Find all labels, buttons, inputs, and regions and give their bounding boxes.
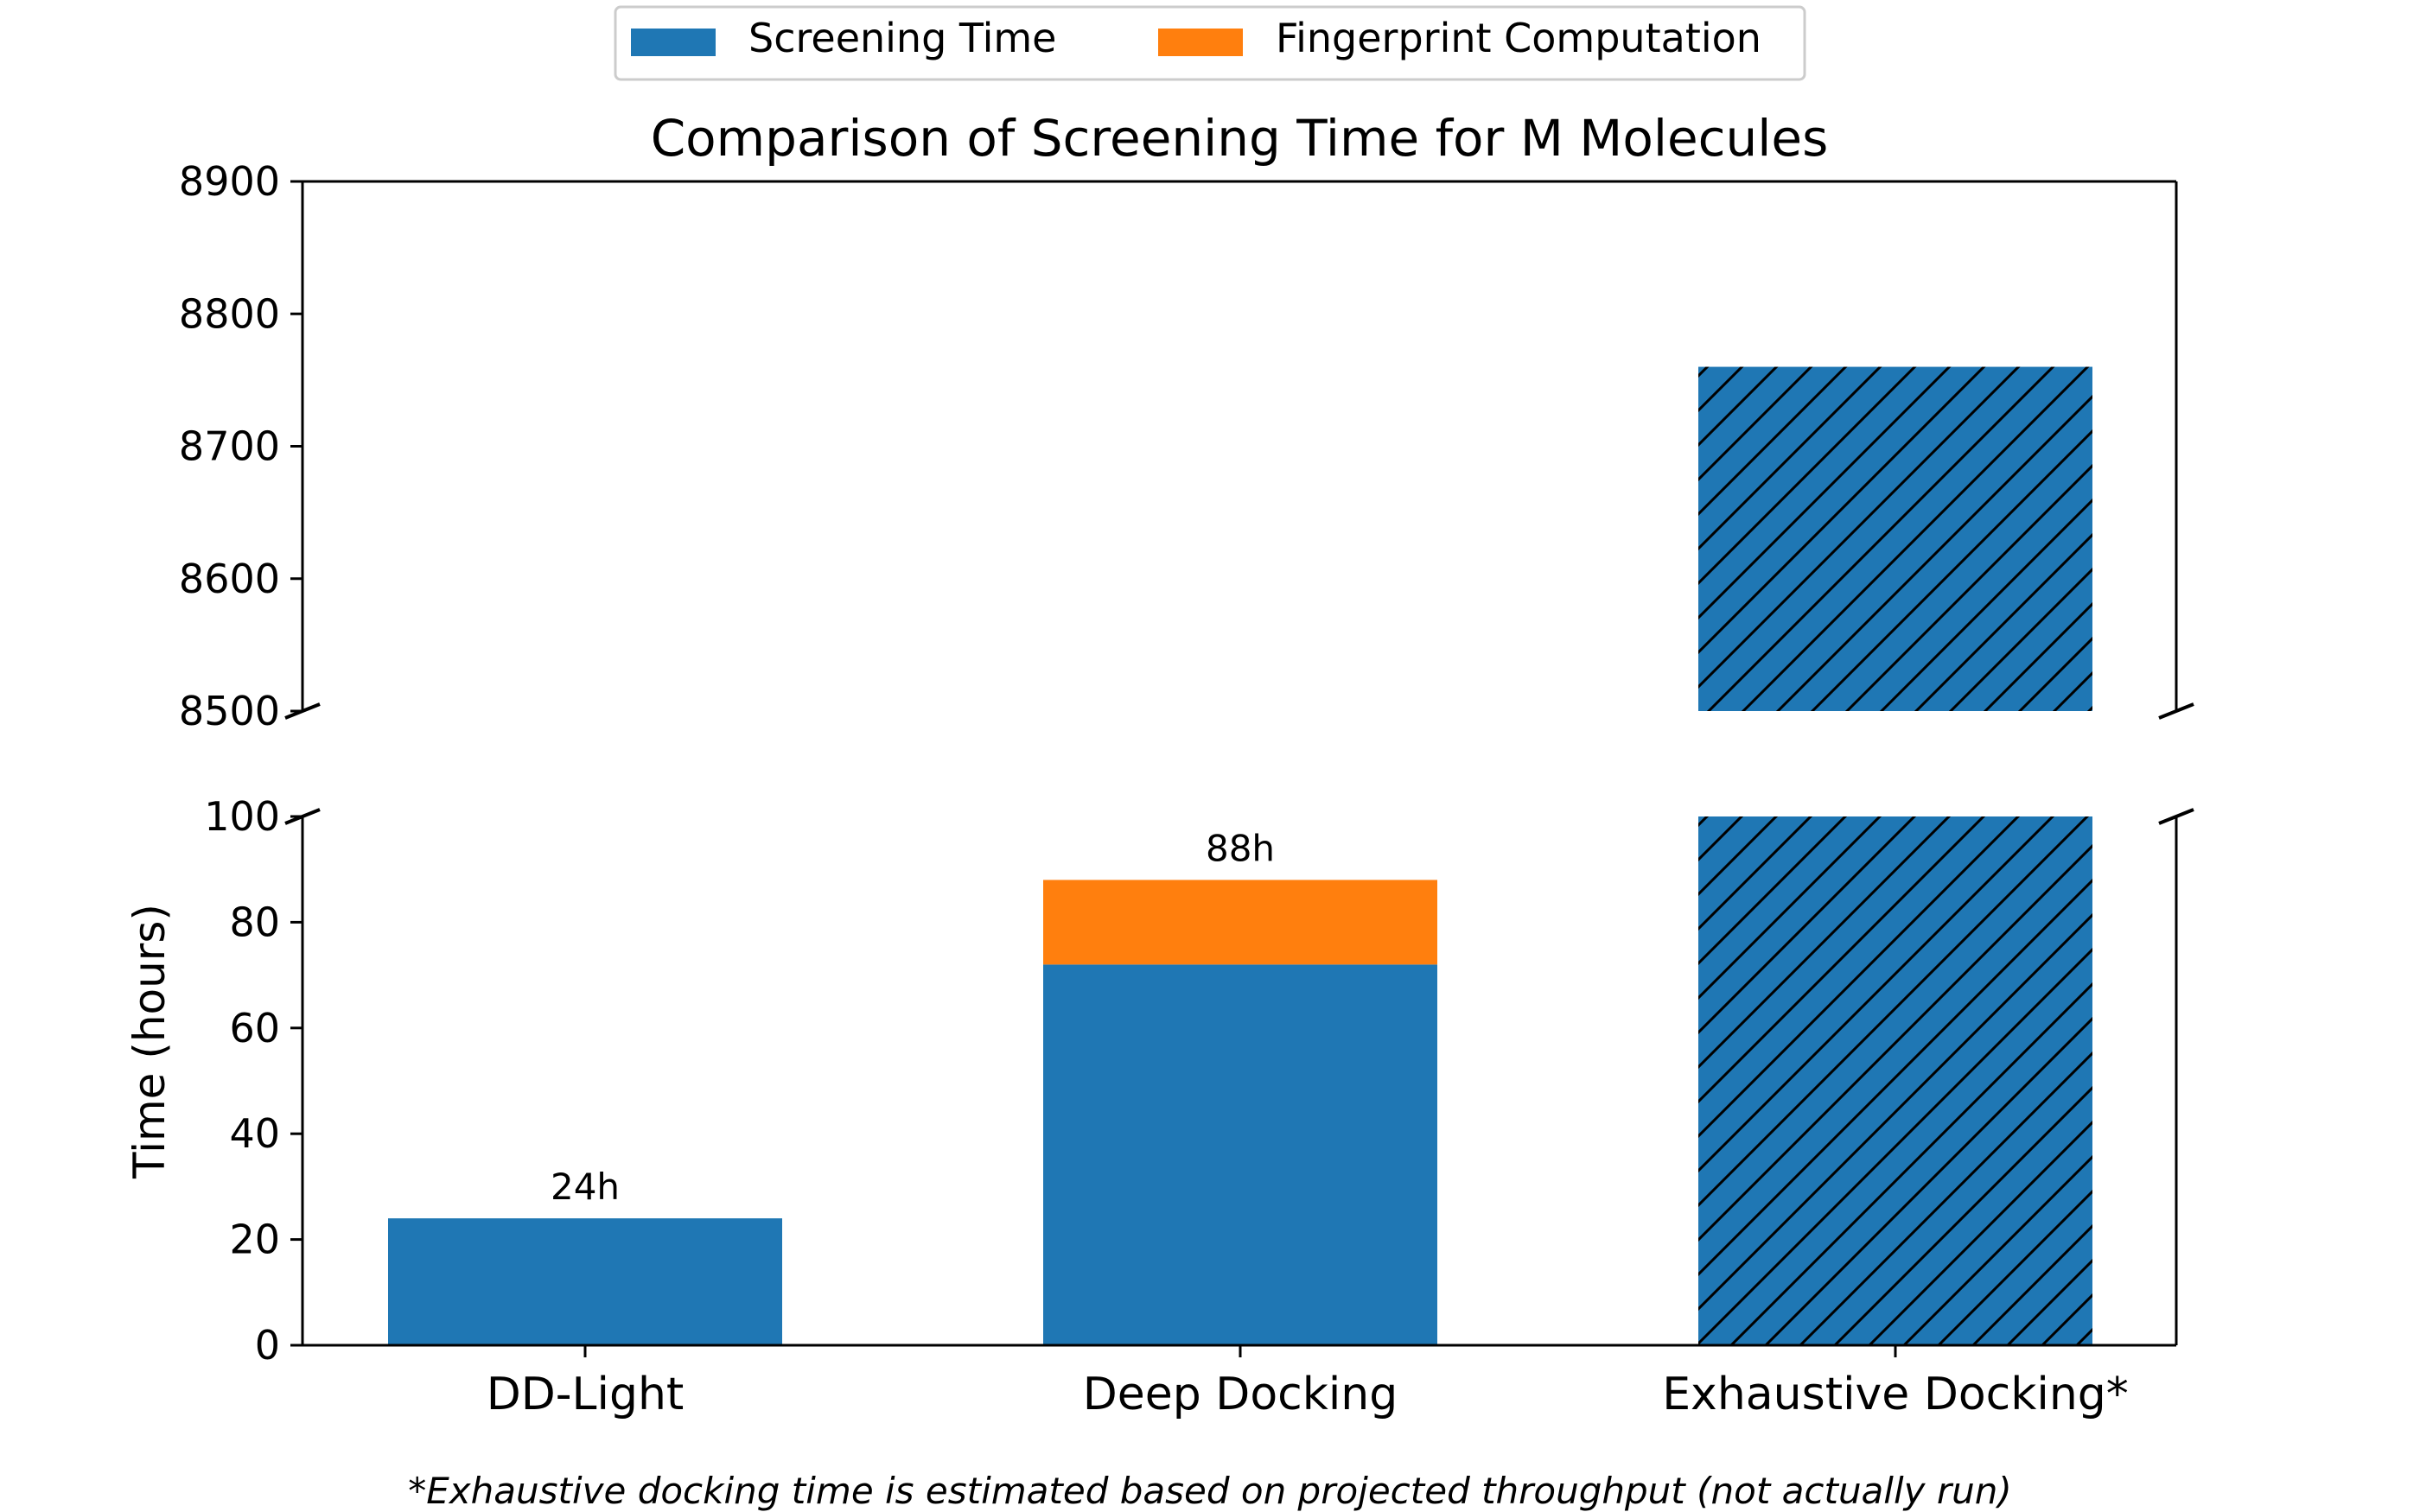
lower-y-tick-label: 80	[229, 899, 280, 945]
lower-y-tick-label: 0	[255, 1322, 280, 1369]
legend-swatch-fingerprint	[1158, 29, 1243, 56]
upper-y-tick-label: 8700	[179, 423, 280, 470]
x-tick-label: Exhaustive Docking*	[1662, 1369, 2129, 1420]
upper-y-tick-label: 8500	[179, 688, 280, 734]
upper-y-ticks: 8500 8600 8700 8800 8900	[179, 158, 302, 734]
bar-deep-docking-fingerprint-computation-lower	[1043, 880, 1437, 965]
legend: Screening Time Fingerprint Computation	[614, 5, 1806, 81]
bar-dd-light-screening-time-lower	[388, 1218, 782, 1345]
x-tick-label: Deep Docking	[1083, 1369, 1398, 1420]
legend-swatch-screening	[631, 29, 716, 56]
data-label: 24h	[551, 1166, 620, 1208]
bars	[388, 366, 2092, 1345]
upper-y-tick-label: 8600	[179, 556, 280, 602]
bar-deep-docking-screening-time-lower	[1043, 964, 1437, 1345]
bar-hatch-upper	[1698, 366, 2092, 711]
lower-y-tick-label: 60	[229, 1005, 280, 1051]
legend-label-screening: Screening Time	[748, 15, 1056, 61]
upper-y-tick-label: 8900	[179, 158, 280, 205]
y-axis-label: Time (hours)	[124, 904, 175, 1179]
x-ticks: DD-Light Deep Docking Exhaustive Docking*	[487, 1345, 2129, 1420]
upper-break-mark-right	[2158, 702, 2194, 720]
chart-title: Comparison of Screening Time for M Molec…	[651, 109, 1829, 168]
legend-label-fingerprint: Fingerprint Computation	[1276, 15, 1761, 61]
footnote: *Exhaustive docking time is estimated ba…	[408, 1470, 2011, 1512]
upper-y-tick-label: 8800	[179, 290, 280, 337]
x-tick-label: DD-Light	[487, 1369, 685, 1420]
lower-y-tick-label: 20	[229, 1217, 280, 1263]
bar-hatch-lower	[1698, 816, 2092, 1345]
lower-break-mark-right	[2158, 808, 2194, 825]
lower-y-tick-label: 100	[204, 793, 280, 840]
data-labels: 24h 88h	[551, 827, 1275, 1208]
lower-y-tick-label: 40	[229, 1110, 280, 1157]
lower-y-ticks: 0 20 40 60 80 100	[204, 793, 302, 1369]
data-label: 88h	[1206, 827, 1275, 869]
